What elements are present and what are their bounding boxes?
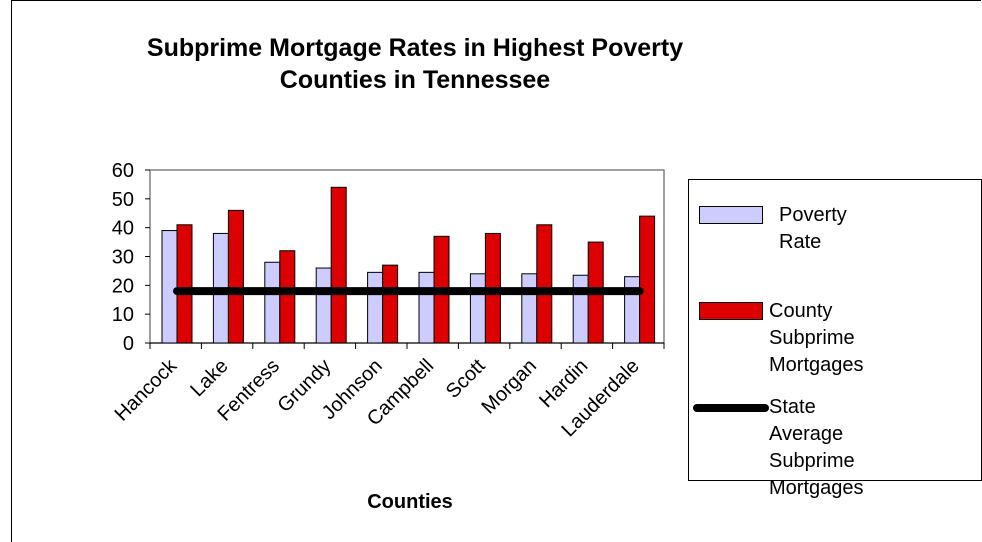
y-tick-label: 30: [112, 247, 134, 269]
bar-poverty-rate: [161, 230, 178, 344]
bar-poverty-rate: [264, 261, 281, 344]
legend-swatch-poverty-rate: [699, 206, 763, 224]
x-axis-label: Counties: [367, 491, 453, 513]
x-tick-label: Lake: [186, 355, 232, 401]
y-tick-label: 60: [112, 160, 134, 182]
y-tick-label: 40: [112, 218, 134, 240]
bar-poverty-rate: [367, 271, 384, 344]
y-tick-label: 20: [112, 275, 134, 297]
bar-poverty-rate: [624, 276, 641, 344]
bar-county-subprime-mortgages: [536, 224, 553, 344]
legend-label-county-subprime: County Subprime Mortgages: [769, 300, 864, 376]
x-tick-label: Morgan: [478, 355, 542, 419]
bar-poverty-rate: [418, 271, 435, 344]
bar-county-subprime-mortgages: [382, 264, 399, 344]
x-tick-label: Hancock: [111, 354, 182, 425]
chart-frame: [11, 0, 981, 542]
y-tick-label: 0: [123, 333, 134, 355]
bar-poverty-rate: [572, 274, 589, 344]
x-tick-label: Scott: [442, 355, 490, 403]
chart-title: Subprime Mortgage Rates in Highest Pover…: [146, 34, 684, 94]
bar-county-subprime-mortgages: [279, 250, 296, 344]
legend-label-state-average: State Average Subprime Mortgages: [769, 396, 864, 499]
legend-swatch-county-subprime: [699, 302, 763, 320]
legend-swatch-state-average: [693, 404, 769, 412]
bar-poverty-rate: [469, 273, 486, 344]
bar-poverty-rate: [315, 267, 332, 344]
bar-county-subprime-mortgages: [639, 215, 656, 344]
bar-county-subprime-mortgages: [176, 224, 193, 344]
y-tick-label: 50: [112, 189, 134, 211]
legend-label-poverty-rate: Poverty Rate: [779, 204, 847, 253]
bar-poverty-rate: [521, 273, 538, 344]
bar-county-subprime-mortgages: [227, 209, 244, 344]
legend: Poverty Rate County Subprime Mortgages S…: [688, 179, 982, 499]
bar-county-subprime-mortgages: [330, 186, 347, 344]
y-tick-label: 10: [112, 304, 134, 326]
